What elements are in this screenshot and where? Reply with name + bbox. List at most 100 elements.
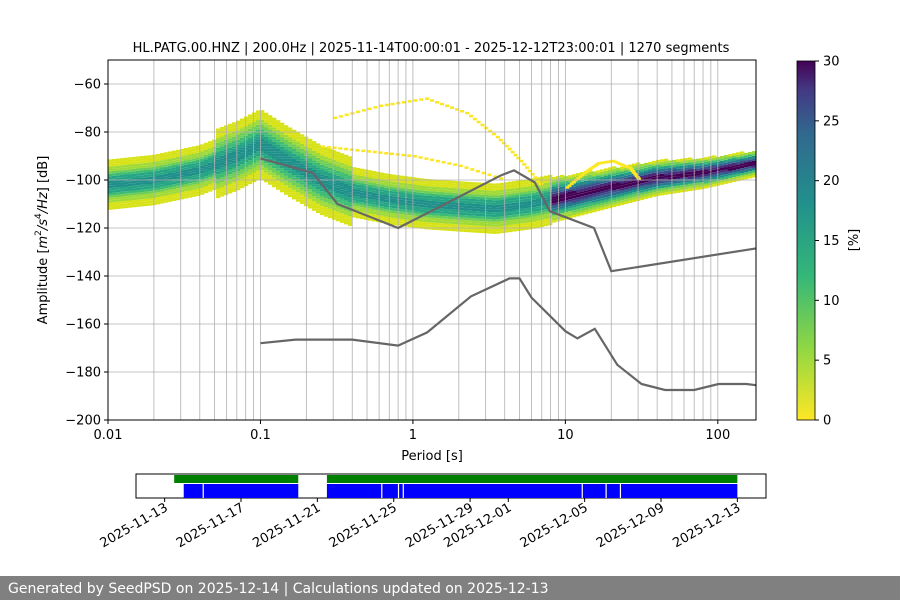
heatmap-cell — [272, 144, 277, 147]
heatmap-cell — [532, 199, 537, 203]
heatmap-cell — [172, 160, 177, 163]
heatmap-cell — [548, 222, 553, 226]
heatmap-cell — [632, 194, 637, 198]
heatmap-cell — [500, 185, 505, 188]
heatmap-cell — [292, 185, 297, 188]
heatmap-cell — [668, 172, 673, 175]
heatmap-cell — [224, 132, 229, 136]
heatmap-cell — [596, 192, 601, 195]
heatmap-cell — [116, 201, 121, 205]
heatmap-cell — [720, 163, 725, 166]
heatmap-cell — [436, 222, 441, 226]
heatmap-cell — [544, 211, 549, 215]
heatmap-cell — [348, 161, 353, 164]
heatmap-cell — [484, 228, 489, 231]
heatmap-cell — [616, 170, 621, 173]
heatmap-cell — [224, 168, 229, 172]
heatmap-cell — [736, 154, 741, 158]
heatmap-cell — [472, 225, 477, 228]
heatmap-cell — [272, 172, 277, 176]
heatmap-cell — [732, 155, 737, 159]
heatmap-cell — [112, 204, 117, 207]
heatmap-cell — [744, 152, 749, 156]
heatmap-cell — [268, 146, 273, 149]
heatmap-cell — [312, 155, 317, 158]
heatmap-cell — [380, 174, 385, 178]
heatmap-cell — [200, 144, 205, 147]
heatmap-cell — [444, 197, 449, 200]
heatmap-cell — [412, 215, 417, 219]
heatmap-cell — [296, 175, 301, 178]
heatmap-cell — [232, 136, 237, 140]
heatmap-cell — [752, 167, 757, 171]
heatmap-outlier-cell — [611, 159, 616, 163]
heatmap-cell — [284, 185, 289, 188]
heatmap-cell — [356, 199, 361, 202]
heatmap-cell — [528, 188, 533, 192]
heatmap-cell — [368, 191, 373, 195]
heatmap-cell — [376, 186, 381, 189]
heatmap-cell — [148, 203, 153, 206]
heatmap-cell — [320, 150, 325, 153]
heatmap-cell — [188, 149, 193, 153]
y-tick-label: −160 — [65, 318, 101, 333]
heatmap-cell — [240, 135, 245, 138]
heatmap-cell — [524, 196, 529, 199]
heatmap-cell — [120, 182, 125, 185]
heatmap-cell — [412, 182, 417, 185]
heatmap-cell — [520, 187, 525, 190]
heatmap-cell — [296, 156, 301, 159]
heatmap-cell — [432, 201, 437, 204]
heatmap-cell — [292, 168, 297, 171]
colorbar-tick-label: 30 — [823, 55, 840, 70]
heatmap-cell — [544, 187, 549, 191]
heatmap-outlier-cell — [413, 99, 418, 102]
heatmap-cell — [560, 191, 565, 195]
heatmap-outlier-cell — [504, 144, 509, 148]
heatmap-cell — [500, 197, 505, 200]
heatmap-cell — [356, 170, 361, 173]
heatmap-cell — [608, 193, 613, 197]
heatmap-cell — [488, 192, 493, 196]
heatmap-cell — [124, 186, 129, 189]
heatmap-cell — [424, 224, 429, 227]
heatmap-cell — [504, 189, 509, 192]
heatmap-cell — [596, 177, 601, 181]
heatmap-cell — [468, 184, 473, 187]
heatmap-cell — [164, 176, 169, 179]
heatmap-cell — [292, 156, 297, 159]
heatmap-cell — [312, 143, 317, 146]
heatmap-cell — [616, 186, 621, 190]
heatmap-cell — [428, 195, 433, 199]
y-label-hz: /Hz — [36, 191, 51, 214]
colorbar-tick-label: 5 — [823, 354, 831, 369]
heatmap-cell — [412, 191, 417, 195]
heatmap-cell — [508, 188, 513, 192]
heatmap-cell — [316, 165, 321, 168]
heatmap-cell — [284, 182, 289, 186]
heatmap-cell — [532, 214, 537, 217]
heatmap-cell — [600, 193, 605, 196]
heatmap-cell — [368, 208, 373, 212]
heatmap-cell — [120, 194, 125, 197]
heatmap-cell — [640, 190, 645, 193]
heatmap-cell — [708, 165, 713, 169]
heatmap-cell — [112, 175, 117, 179]
heatmap-cell — [356, 167, 361, 171]
heatmap-cell — [108, 202, 113, 205]
heatmap-cell — [516, 187, 521, 191]
heatmap-cell — [604, 173, 609, 176]
heatmap-cell — [168, 175, 173, 178]
heatmap-cell — [688, 157, 693, 160]
heatmap-cell — [452, 202, 457, 205]
heatmap-cell — [544, 216, 549, 219]
heatmap-cell — [456, 229, 461, 232]
heatmap-cell — [544, 180, 549, 183]
heatmap-cell — [156, 158, 161, 162]
heatmap-cell — [268, 148, 273, 152]
heatmap-cell — [732, 165, 737, 168]
heatmap-cell — [496, 207, 501, 210]
heatmap-cell — [248, 138, 253, 141]
heatmap-cell — [428, 205, 433, 208]
heatmap-cell — [268, 129, 273, 132]
